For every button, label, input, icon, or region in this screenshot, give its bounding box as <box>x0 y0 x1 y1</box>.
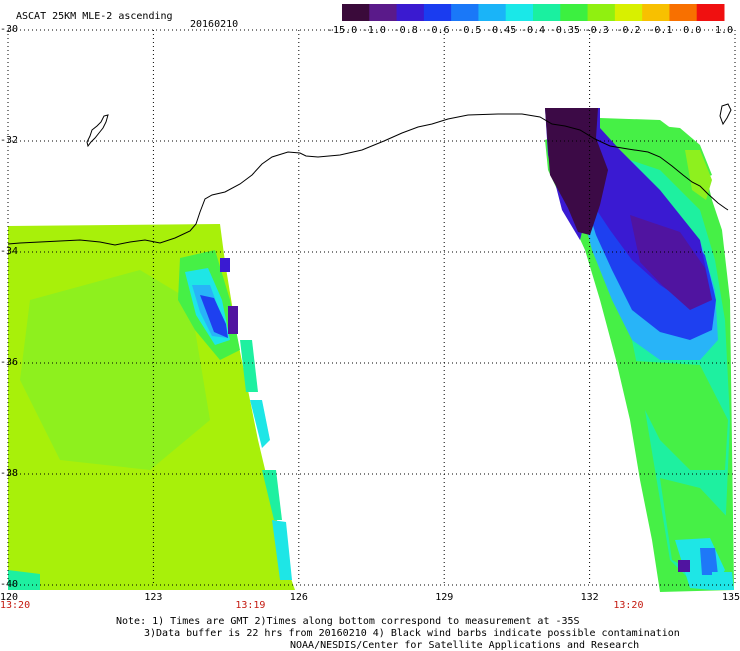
swath-region <box>20 270 210 470</box>
colorbar-tick-label: -0.8 <box>393 25 418 36</box>
colorbar-swatch <box>669 4 698 21</box>
swath-region <box>630 215 712 310</box>
latitude-label: -40 <box>0 579 19 590</box>
colorbar-swatch <box>369 4 398 21</box>
longitude-label: 126 <box>289 592 308 603</box>
colorbar <box>342 4 725 21</box>
longitude-label: 123 <box>144 592 163 603</box>
colorbar-swatch <box>696 4 725 21</box>
colorbar-swatch <box>642 4 670 21</box>
footnote-line-2: 3)Data buffer is 22 hrs from 20160210 4)… <box>144 628 680 639</box>
swath-region <box>220 258 230 272</box>
product-title: ASCAT 25KM MLE-2 ascending <box>16 11 173 22</box>
longitude-label: 135 <box>722 592 740 603</box>
colorbar-swatch <box>478 4 507 21</box>
swath-region <box>250 400 270 448</box>
colorbar-tick-label: -0.2 <box>616 25 641 36</box>
colorbar-swatch <box>423 4 452 21</box>
pass-time-label: 13:19 <box>235 600 266 611</box>
colorbar-tick-label: -0.1 <box>648 25 673 36</box>
swath-region <box>712 572 734 590</box>
colorbar-swatch <box>451 4 479 21</box>
swath-region <box>228 306 238 334</box>
latitude-label: -32 <box>0 135 19 146</box>
swath-region <box>700 548 718 575</box>
island-outline <box>86 114 109 148</box>
latitude-label: -38 <box>0 468 19 479</box>
product-date: 20160210 <box>190 19 239 30</box>
pass-time-label: 13:20 <box>0 600 31 611</box>
island-outline <box>719 103 732 126</box>
longitude-label: 132 <box>580 592 599 603</box>
swath-region <box>678 560 690 572</box>
swath-region <box>262 470 282 520</box>
swath-region <box>272 520 292 580</box>
colorbar-tick-label: -0.45 <box>486 25 517 36</box>
colorbar-swatch <box>533 4 561 21</box>
footnote-line-3: NOAA/NESDIS/Center for Satellite Applica… <box>290 640 640 651</box>
colorbar-tick-label: -0.6 <box>425 25 450 36</box>
swath-region <box>240 340 258 392</box>
colorbar-tick-label: 1.0 <box>715 25 734 36</box>
longitude-label: 129 <box>435 592 454 603</box>
lat-lon-grid <box>7 29 736 586</box>
longitude-label: 120 <box>0 592 19 603</box>
swath-region <box>685 150 712 200</box>
colorbar-swatch <box>342 4 370 21</box>
swath-region <box>545 108 608 235</box>
footnote-line-1: Note: 1) Times are GMT 2)Times along bot… <box>116 616 580 627</box>
colorbar-tick-label: -0.4 <box>521 25 546 36</box>
colorbar-swatch <box>560 4 589 21</box>
colorbar-tick-label: 0.0 <box>683 25 702 36</box>
colorbar-swatch <box>396 4 425 21</box>
latitude-label: -36 <box>0 357 19 368</box>
colorbar-swatch <box>614 4 643 21</box>
colorbar-swatch <box>505 4 534 21</box>
colorbar-tick-label: -0.35 <box>549 25 580 36</box>
colorbar-tick-label: -1.0 <box>361 25 386 36</box>
pass-time-label: 13:20 <box>613 600 644 611</box>
colorbar-tick-label: -0.5 <box>457 25 482 36</box>
swath-region <box>200 295 228 338</box>
colorbar-tick-label: -0.3 <box>584 25 609 36</box>
colorbar-tick-label: -15.0 <box>327 25 358 36</box>
colorbar-swatch <box>587 4 616 21</box>
swath-region <box>605 120 712 180</box>
coastline <box>7 113 729 246</box>
wind-swath-data <box>8 108 734 592</box>
latitude-label: -34 <box>0 246 19 257</box>
swath-region <box>620 360 728 470</box>
latitude-label: -30 <box>0 24 19 35</box>
